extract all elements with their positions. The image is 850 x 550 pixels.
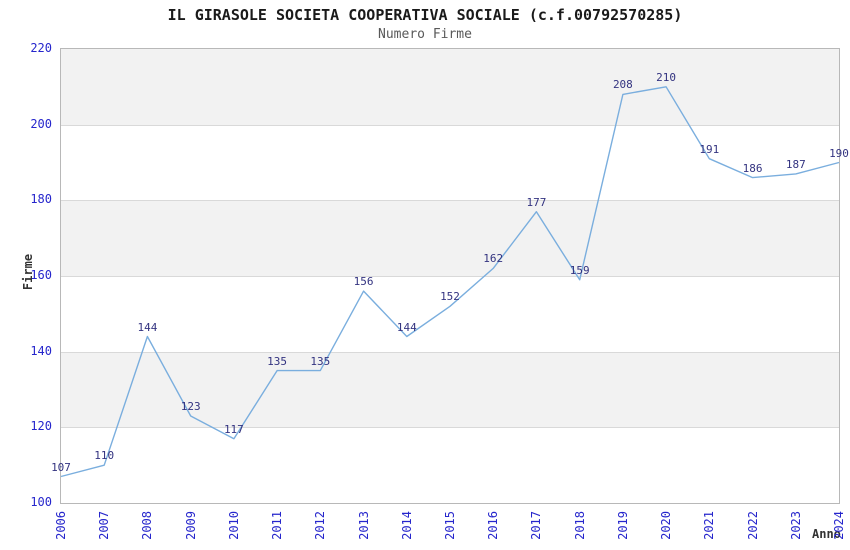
x-tick-label: 2015 <box>443 511 457 540</box>
plot-band <box>61 200 839 276</box>
data-point-label: 110 <box>94 449 115 463</box>
data-point-label: 177 <box>526 195 547 209</box>
data-point-label: 187 <box>785 157 806 171</box>
x-tick-label: 2009 <box>183 511 198 540</box>
data-point-label: 159 <box>569 263 590 277</box>
data-point-label: 210 <box>656 70 677 84</box>
series-line <box>60 86 840 478</box>
chart-title: IL GIRASOLE SOCIETA COOPERATIVA SOCIALE … <box>167 6 683 24</box>
x-tick-label: 2017 <box>529 511 544 540</box>
data-point-label: 162 <box>483 252 504 266</box>
y-tick-label: 160 <box>30 268 52 282</box>
data-point-label: 123 <box>180 399 201 413</box>
y-gridline <box>61 276 839 277</box>
y-tick-label: 120 <box>30 419 52 434</box>
x-tick-label: 2013 <box>356 511 371 540</box>
x-tick-label: 2021 <box>702 511 717 540</box>
x-tick-label: 2010 <box>226 511 241 540</box>
x-axis-title: Anno <box>812 527 841 541</box>
data-point-label: 186 <box>742 161 763 175</box>
chart-subtitle: Numero Firme <box>378 27 472 42</box>
x-tick-label: 2024 <box>832 511 846 540</box>
y-tick-label: 180 <box>30 192 52 207</box>
data-point-label: 190 <box>829 146 849 160</box>
x-tick-label: 2008 <box>140 511 155 540</box>
x-tick-label: 2012 <box>313 511 328 540</box>
y-gridline <box>61 427 839 428</box>
data-point-label: 144 <box>396 320 417 334</box>
y-gridline <box>61 352 839 353</box>
x-tick-label: 2006 <box>54 511 68 540</box>
data-point-label: 152 <box>440 290 460 304</box>
data-point-label: 191 <box>699 142 720 156</box>
y-tick-label: 140 <box>30 343 52 358</box>
x-tick-label: 2018 <box>572 511 587 540</box>
y-tick-label: 220 <box>30 41 52 55</box>
x-tick-label: 2014 <box>399 511 414 540</box>
x-tick-label: 2016 <box>486 511 501 540</box>
data-point-label: 135 <box>310 354 331 368</box>
data-point-label: 156 <box>353 275 374 289</box>
data-point-label: 107 <box>51 460 71 474</box>
x-tick-label: 2022 <box>745 511 760 540</box>
data-point-label: 144 <box>137 320 158 334</box>
x-tick-label: 2019 <box>615 511 630 540</box>
x-tick-label: 2023 <box>788 511 803 540</box>
x-tick-label: 2011 <box>270 511 285 540</box>
series-line-svg <box>60 86 840 478</box>
y-tick-label: 100 <box>30 495 52 509</box>
data-point-label: 117 <box>223 422 244 436</box>
data-point-label: 135 <box>267 354 288 368</box>
y-tick-label: 200 <box>30 116 52 131</box>
x-tick-label: 2007 <box>97 511 112 540</box>
y-gridline <box>61 125 839 126</box>
data-point-label: 208 <box>612 78 633 92</box>
plot-band <box>61 49 839 125</box>
plot-area: 107 110 144 123 117 135 135 156 144 152 162 177 159 2… <box>51 48 849 504</box>
x-tick-label: 2020 <box>659 511 674 540</box>
y-gridline <box>61 200 839 201</box>
